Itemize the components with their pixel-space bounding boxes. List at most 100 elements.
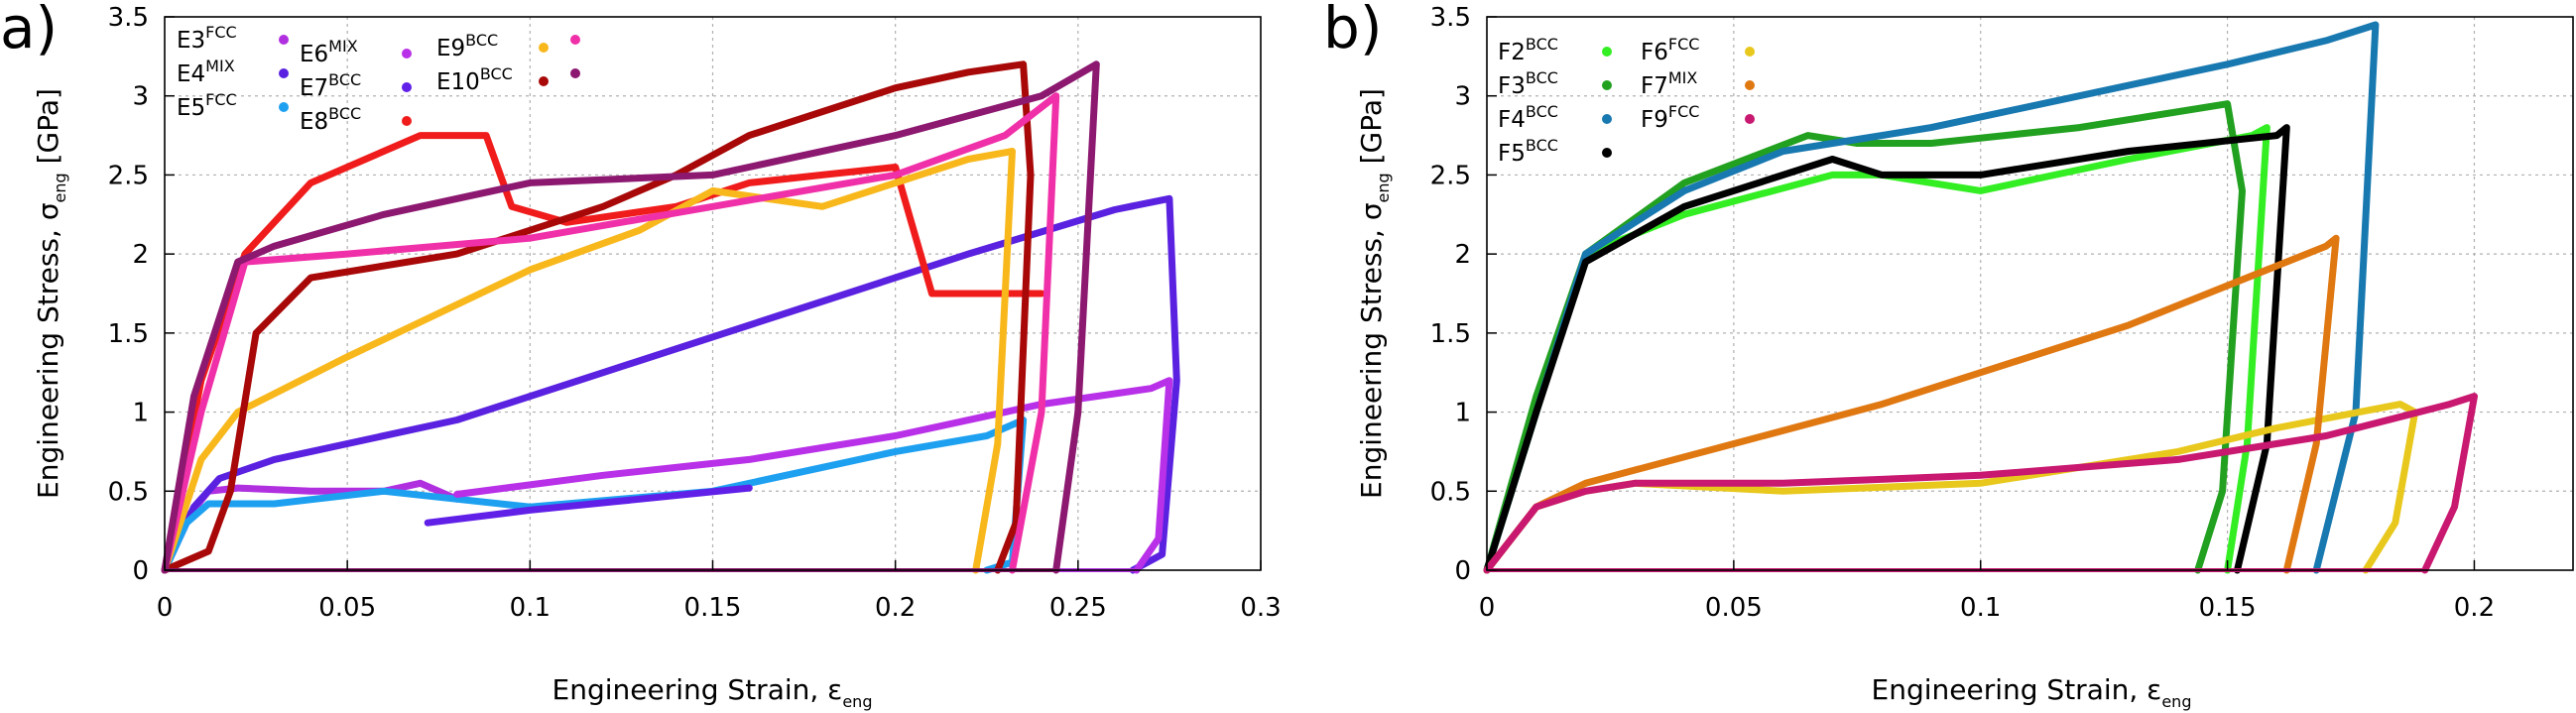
legend-entry: F6FCC [1641,35,1755,65]
legend-entry: F9FCC [1641,102,1755,133]
legend-marker [570,68,580,78]
y-tick-label: 2.5 [108,161,149,190]
y-tick-label: 3 [1454,82,1471,112]
x-tick-label: 0.05 [318,593,376,623]
series-line-F5BCC [1483,124,2290,574]
legend-entry [570,68,580,78]
x-tick-label: 0.1 [1960,593,2001,623]
x-tick-label: 0.25 [1049,593,1107,623]
legend-entry: E3FCC [177,23,289,54]
y-tick-label: 1.5 [1430,319,1471,349]
panel-a-y-ticks: 0 0.5 1 1.5 2 2.5 3 3.5 [108,3,175,586]
x-tick-label: 0.3 [1240,593,1281,623]
legend-entry: E4MIX [177,57,289,87]
series-line-F2BCC [1483,124,2270,574]
panel-a-y-axis-label: Engineering Stress, σeng [GPa] [32,88,69,499]
legend-entry: E6MIX [300,37,412,67]
legend-label: F5BCC [1498,136,1558,167]
panel-a: a) 0 0.05 0.1 0.15 0.2 0.25 0.3 0 0.5 1 1.5 2 2.5 3 3… [0,0,1282,711]
legend-label: F3BCC [1498,68,1558,99]
legend-label: F6FCC [1641,35,1699,65]
legend-entry: E9BCC [436,31,549,61]
legend-marker [402,116,412,126]
y-tick-label: 0 [132,556,149,586]
x-tick-label: 0.05 [1705,593,1763,623]
series-line-E5FCC [161,416,1028,574]
series-line-unlabeled-9 [161,60,1100,574]
y-tick-label: 2 [1454,240,1471,270]
x-tick-label: 0.2 [875,593,916,623]
panel-b-y-ticks: 0 0.5 1 1.5 2 2.5 3 3.5 [1430,3,1497,586]
legend-label: E5FCC [177,90,237,121]
legend-label: F4BCC [1498,102,1558,133]
y-tick-label: 1 [132,399,149,428]
legend-label: E10BCC [436,64,513,95]
x-tick-label: 0.2 [2454,593,2495,623]
legend-label: F2BCC [1498,35,1558,65]
legend-marker [1745,114,1755,124]
legend-label: E8BCC [300,104,361,135]
y-tick-label: 3.5 [1430,3,1471,33]
legend-label: E7BCC [300,70,361,101]
y-tick-label: 1.5 [108,319,149,349]
x-tick-label: 0.15 [684,593,742,623]
legend-entry: F7MIX [1641,68,1755,99]
legend-marker [1745,47,1755,57]
legend-label: F7MIX [1641,68,1697,99]
panel-a-series [161,60,1180,574]
legend-label: E4MIX [177,57,235,87]
legend-marker [402,49,412,59]
legend-entry: E5FCC [177,90,289,121]
legend-entry: E7BCC [300,70,412,101]
series-line-unlabeled-8 [161,92,1060,574]
legend-marker [1602,148,1612,158]
legend-label: E3FCC [177,23,237,54]
legend-marker [402,82,412,92]
panel-a-x-axis-label: Engineering Strain, εeng [552,673,873,711]
x-tick-label: 0 [157,593,174,623]
y-tick-label: 0 [1454,556,1471,586]
y-tick-label: 3 [132,82,149,112]
legend-marker [279,102,289,112]
legend-marker [1602,47,1612,57]
legend-marker [539,76,549,86]
y-tick-label: 0.5 [1430,477,1471,507]
panel-b-x-axis-label: Engineering Strain, εeng [1872,673,2192,711]
legend-label: F9FCC [1641,102,1699,133]
legend-marker [1602,80,1612,90]
series-line-E7BCC [424,484,753,527]
series-line-E8BCC [161,132,1045,574]
legend-marker [279,68,289,78]
y-tick-label: 2.5 [1430,161,1471,190]
y-tick-label: 3.5 [108,3,149,33]
legend-label: E6MIX [300,37,358,67]
legend-marker [570,35,580,45]
series-line-E9BCC [161,148,1016,574]
series-line-E10BCC [161,60,1035,574]
y-tick-label: 0.5 [108,477,149,507]
legend-entry: F2BCC [1498,35,1612,65]
legend-marker [279,35,289,45]
y-tick-label: 2 [132,240,149,270]
panel-b: b) 0 0.05 0.1 0.15 0.2 0 0.5 1 1.5 2 2.5 3 3.5 Engi… [1323,0,2574,711]
x-tick-label: 0.1 [510,593,551,623]
legend-marker [1602,114,1612,124]
panel-b-frame [1486,16,2574,571]
legend-marker [1745,80,1755,90]
y-tick-label: 1 [1454,399,1471,428]
legend-entry: F4BCC [1498,102,1612,133]
legend-label: E9BCC [436,31,498,61]
legend-entry: F3BCC [1498,68,1612,99]
x-tick-label: 0.15 [2199,593,2257,623]
panel-b-x-ticks: 0 0.05 0.1 0.15 0.2 [1479,560,2495,623]
series-line-F9FCC [1483,393,2478,574]
panel-b-grid [1487,17,2573,570]
legend-entry: E8BCC [300,104,412,135]
panel-b-label: b) [1323,0,1382,61]
x-tick-label: 0 [1479,593,1496,623]
legend-entry: E10BCC [436,64,549,95]
panel-a-x-ticks: 0 0.05 0.1 0.15 0.2 0.25 0.3 [157,560,1282,623]
